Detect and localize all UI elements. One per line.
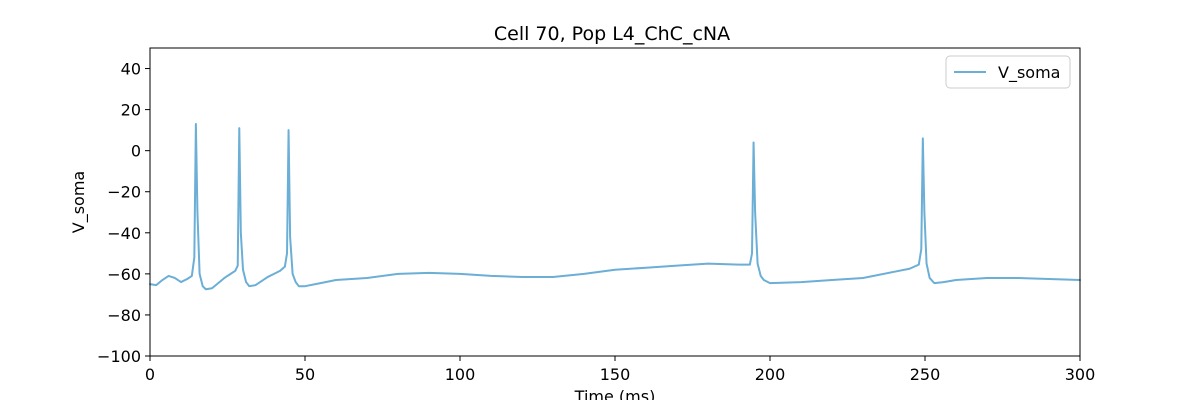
y-tick-label: −100 <box>97 347 141 366</box>
y-tick-label: −20 <box>107 183 141 202</box>
legend: V_soma <box>945 55 1071 89</box>
y-tick-label: −80 <box>107 306 141 325</box>
x-axis-label: Time (ms) <box>574 387 656 400</box>
x-tick-label: 250 <box>910 365 941 384</box>
legend-box <box>945 55 1071 89</box>
chart-title: Cell 70, Pop L4_ChC_cNA <box>494 23 730 45</box>
y-tick-label: 40 <box>121 60 141 79</box>
x-tick-label: 150 <box>600 365 631 384</box>
y-axis-label: V_soma <box>69 171 89 233</box>
x-tick-label: 200 <box>755 365 786 384</box>
plot-area <box>149 47 1081 357</box>
x-tick-label: 100 <box>445 365 476 384</box>
y-tick-label: 20 <box>121 101 141 120</box>
x-tick-label: 300 <box>1065 365 1096 384</box>
series-line-0 <box>149 122 1081 291</box>
y-tick-label: −40 <box>107 224 141 243</box>
x-tick-label: 50 <box>295 365 315 384</box>
y-axis: −100 −80 −60 −40 −20 0 20 40 <box>97 60 150 366</box>
y-tick-label: 0 <box>131 142 141 161</box>
legend-label: V_soma <box>998 63 1060 83</box>
y-tick-label: −60 <box>107 265 141 284</box>
x-tick-label: 0 <box>145 365 155 384</box>
x-axis: 0 50 100 150 200 250 300 <box>145 356 1095 384</box>
